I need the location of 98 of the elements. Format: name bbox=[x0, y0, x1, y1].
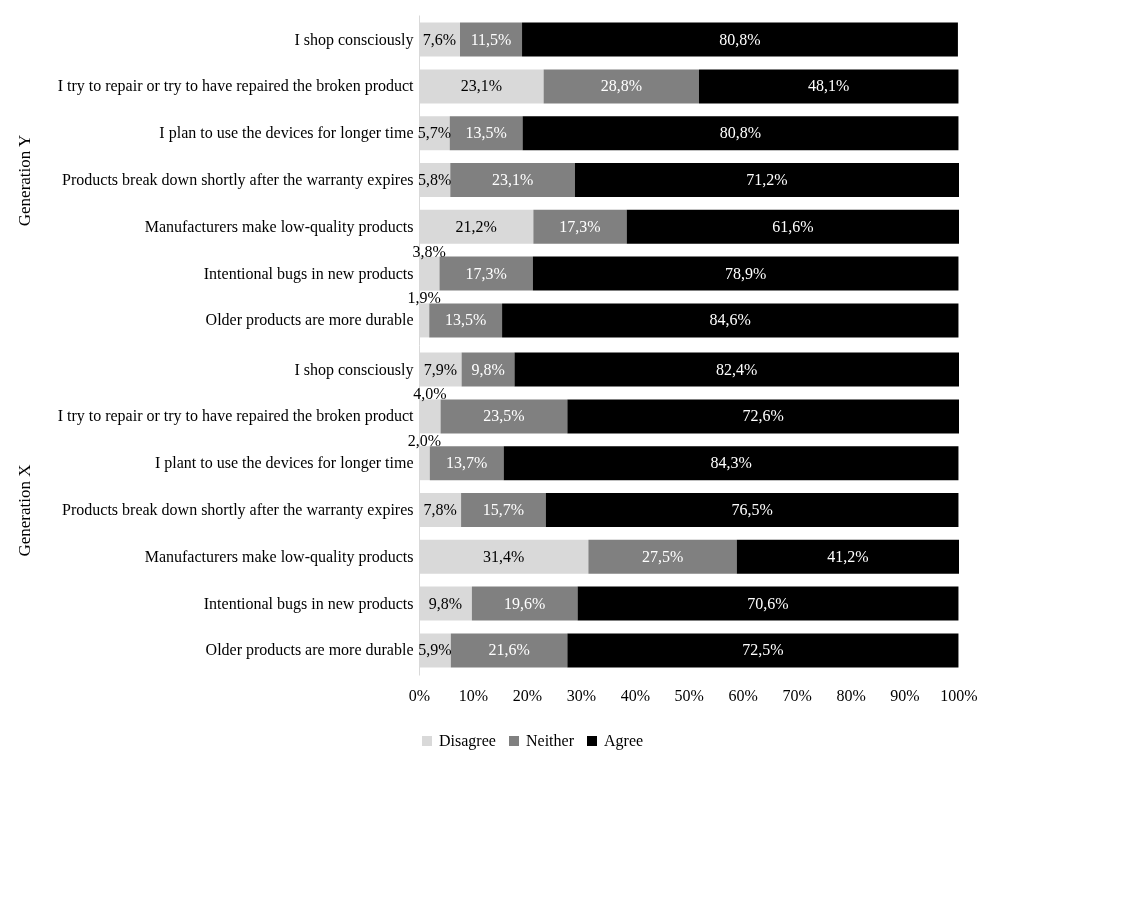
data-label: 23,5% bbox=[483, 407, 525, 425]
data-label: 9,8% bbox=[428, 594, 463, 612]
x-tick-label: 30% bbox=[566, 686, 596, 704]
y-tick-label: Intentional bugs in new products bbox=[203, 594, 414, 613]
y-tick-label: I shop consciously bbox=[294, 30, 414, 49]
y-axis-title: Generation X bbox=[14, 464, 34, 557]
data-label: 23,1% bbox=[491, 171, 534, 188]
bar bbox=[567, 633, 959, 668]
data-label: 21,6% bbox=[488, 641, 530, 659]
y-tick-label: Older products are more durable bbox=[205, 311, 414, 330]
bar bbox=[460, 22, 523, 57]
data-label: 48,1% bbox=[808, 77, 850, 95]
x-tick-label: 0% bbox=[408, 686, 431, 704]
x-tick-label: 80% bbox=[836, 686, 866, 704]
bar bbox=[440, 399, 568, 434]
bar bbox=[449, 116, 523, 151]
x-tick-label: 100% bbox=[940, 686, 978, 704]
data-label: 23,1% bbox=[460, 77, 502, 95]
y-tick-label: I plan to use the devices for longer time bbox=[159, 124, 414, 143]
data-label: 5,9% bbox=[418, 641, 452, 659]
bar bbox=[471, 586, 578, 621]
data-label: 2,0% bbox=[407, 432, 442, 450]
bar bbox=[429, 303, 503, 338]
data-label: 7,8% bbox=[423, 501, 457, 518]
y-tick-label: I plant to use the devices for longer time bbox=[154, 454, 414, 473]
data-label: 84,3% bbox=[710, 454, 752, 472]
legend-label: Neither bbox=[526, 732, 575, 749]
data-label: 13,7% bbox=[446, 454, 488, 472]
data-label: 17,3% bbox=[465, 264, 507, 282]
bar bbox=[545, 493, 959, 527]
y-tick-label: Manufacturers make low-quality products bbox=[144, 547, 414, 566]
data-label: 80,8% bbox=[719, 30, 761, 48]
bar bbox=[503, 446, 959, 481]
data-label: 82,4% bbox=[716, 360, 758, 378]
data-label: 78,9% bbox=[724, 264, 767, 282]
data-label: 3,8% bbox=[412, 242, 446, 260]
y-tick-label: I try to repair or try to have repaired the broken product bbox=[57, 407, 415, 426]
data-label: 7,6% bbox=[422, 30, 457, 48]
bar bbox=[577, 586, 959, 621]
y-tick-label: Older products are more durable bbox=[205, 641, 414, 660]
y-tick-label: Products break down shortly after the warranty expires bbox=[62, 501, 414, 519]
y-tick-label: Manufacturers make low-quality products bbox=[144, 217, 414, 236]
bar bbox=[522, 116, 959, 151]
data-label: 17,3% bbox=[559, 217, 601, 235]
x-tick-label: 90% bbox=[890, 686, 920, 704]
data-label: 71,2% bbox=[746, 171, 788, 188]
legend-label: Disagree bbox=[439, 732, 496, 750]
data-label: 5,7% bbox=[417, 124, 452, 142]
y-tick-label: I try to repair or try to have repaired the broken product bbox=[57, 77, 415, 96]
legend-label: Agree bbox=[604, 732, 644, 750]
bar bbox=[533, 209, 627, 244]
bar bbox=[522, 22, 958, 57]
data-label: 80,8% bbox=[719, 124, 762, 142]
bar bbox=[450, 633, 568, 668]
bar bbox=[698, 69, 959, 104]
data-label: 21,2% bbox=[455, 217, 497, 235]
bar bbox=[514, 352, 959, 387]
data-label: 84,6% bbox=[709, 311, 751, 329]
data-label: 1,9% bbox=[407, 289, 441, 307]
bar bbox=[736, 539, 959, 574]
x-tick-label: 10% bbox=[458, 686, 489, 704]
y-axis-title: Generation Y bbox=[14, 134, 34, 227]
x-tick-label: 40% bbox=[620, 686, 650, 704]
data-label: 70,6% bbox=[747, 594, 789, 612]
data-label: 72,6% bbox=[742, 407, 784, 425]
bar bbox=[450, 163, 575, 197]
data-label: 27,5% bbox=[641, 547, 684, 565]
data-label: 13,5% bbox=[465, 124, 507, 142]
data-label: 31,4% bbox=[483, 547, 525, 565]
data-label: 41,2% bbox=[827, 547, 869, 565]
y-tick-label: Products break down shortly after the warranty expires bbox=[62, 171, 414, 189]
data-label: 7,9% bbox=[423, 360, 457, 378]
data-label: 13,5% bbox=[445, 311, 487, 329]
data-label: 5,8% bbox=[417, 171, 452, 188]
data-label: 19,6% bbox=[504, 594, 546, 612]
data-label: 4,0% bbox=[413, 385, 447, 403]
data-label: 61,6% bbox=[772, 217, 814, 235]
bar bbox=[626, 209, 959, 244]
bar bbox=[543, 69, 699, 104]
x-tick-label: 60% bbox=[728, 686, 758, 704]
data-label: 11,5% bbox=[470, 30, 512, 48]
bar bbox=[429, 446, 504, 481]
bar bbox=[502, 303, 959, 338]
data-label: 28,8% bbox=[600, 77, 642, 95]
x-tick-label: 70% bbox=[782, 686, 812, 704]
bar bbox=[567, 399, 959, 434]
bar bbox=[532, 256, 959, 291]
bar bbox=[461, 493, 546, 527]
x-tick-label: 20% bbox=[512, 686, 543, 704]
bar bbox=[574, 163, 959, 197]
bar bbox=[588, 539, 737, 574]
data-label: 76,5% bbox=[731, 501, 773, 518]
data-label: 9,8% bbox=[471, 360, 505, 378]
data-label: 15,7% bbox=[482, 501, 525, 518]
data-label: 72,5% bbox=[742, 641, 784, 659]
y-tick-label: Intentional bugs in new products bbox=[203, 264, 414, 283]
x-tick-label: 50% bbox=[674, 686, 704, 704]
y-tick-label: I shop consciously bbox=[294, 360, 414, 379]
